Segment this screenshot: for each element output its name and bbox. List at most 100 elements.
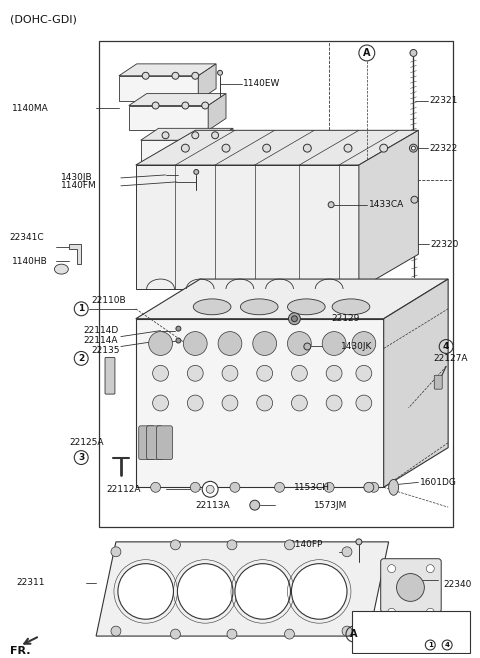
Ellipse shape [193,299,231,315]
Text: 22322: 22322 [429,143,457,153]
Text: 1153CH: 1153CH [294,483,330,492]
Polygon shape [208,93,226,130]
Text: 22124B: 22124B [391,615,425,624]
Circle shape [253,332,276,355]
Circle shape [212,132,218,139]
FancyBboxPatch shape [434,375,442,389]
Text: 3: 3 [78,453,84,462]
Circle shape [227,540,237,550]
Circle shape [328,202,334,208]
Circle shape [364,482,374,492]
Circle shape [304,343,311,350]
Circle shape [182,102,189,109]
Text: 22320: 22320 [430,240,459,249]
Text: 22110B: 22110B [91,296,126,305]
Circle shape [356,365,372,381]
Circle shape [172,72,179,79]
Circle shape [409,144,418,152]
Polygon shape [119,76,198,101]
Circle shape [190,482,200,492]
Polygon shape [129,105,208,130]
Circle shape [153,365,168,381]
Text: 22113A: 22113A [195,501,230,510]
Circle shape [291,365,307,381]
Circle shape [263,144,271,152]
Circle shape [342,547,352,557]
Text: 22129: 22129 [331,315,360,323]
Circle shape [235,564,290,619]
Circle shape [230,482,240,492]
Circle shape [206,486,214,494]
Circle shape [322,332,346,355]
Text: 22135: 22135 [91,346,120,355]
Circle shape [194,170,199,174]
Circle shape [153,395,168,411]
Circle shape [222,365,238,381]
Text: 1140FM: 1140FM [61,182,97,190]
Text: 1430JK: 1430JK [341,342,372,351]
Polygon shape [119,64,216,76]
Polygon shape [384,279,448,488]
Text: 22340: 22340 [443,580,471,589]
Circle shape [326,365,342,381]
Circle shape [217,70,223,75]
Circle shape [111,547,121,557]
Ellipse shape [288,299,325,315]
Text: 1140EW: 1140EW [243,79,280,88]
Circle shape [151,482,160,492]
Text: THE NO.22100 :: THE NO.22100 : [359,640,433,649]
Circle shape [181,144,189,152]
Circle shape [202,482,218,497]
Text: ~: ~ [436,640,444,649]
Ellipse shape [54,264,68,274]
Circle shape [250,500,260,510]
Circle shape [192,132,199,139]
Text: 1: 1 [78,304,84,313]
Circle shape [192,72,199,79]
Text: 22112A: 22112A [106,485,141,494]
Circle shape [257,395,273,411]
Circle shape [257,365,273,381]
Polygon shape [141,140,215,165]
Circle shape [170,540,180,550]
Polygon shape [141,128,233,140]
Text: 4: 4 [443,342,449,351]
FancyBboxPatch shape [381,559,441,613]
Circle shape [176,326,181,331]
Polygon shape [96,542,389,636]
Text: FR.: FR. [10,646,30,656]
Ellipse shape [389,480,398,495]
Polygon shape [215,128,233,165]
Circle shape [118,564,173,619]
Polygon shape [136,279,448,318]
Circle shape [152,102,159,109]
Circle shape [380,144,388,152]
Circle shape [324,482,334,492]
Text: 1433CA: 1433CA [369,200,404,209]
Circle shape [285,540,294,550]
Polygon shape [129,93,226,105]
Circle shape [352,332,376,355]
Circle shape [222,395,238,411]
Circle shape [162,132,169,139]
Circle shape [388,608,396,617]
Circle shape [178,564,233,619]
Circle shape [326,395,342,411]
Circle shape [303,144,312,152]
Text: 2: 2 [78,354,84,363]
Circle shape [356,395,372,411]
Text: 22114A: 22114A [83,336,118,345]
Circle shape [356,539,362,545]
Text: 1140MA: 1140MA [12,104,48,113]
Circle shape [227,629,237,639]
Circle shape [410,49,417,57]
Circle shape [142,72,149,79]
Text: (DOHC-GDI): (DOHC-GDI) [10,14,77,24]
Circle shape [388,565,396,572]
Circle shape [411,196,418,203]
Circle shape [187,395,203,411]
Circle shape [342,626,352,636]
Circle shape [288,313,300,324]
Circle shape [183,332,207,355]
Ellipse shape [332,299,370,315]
